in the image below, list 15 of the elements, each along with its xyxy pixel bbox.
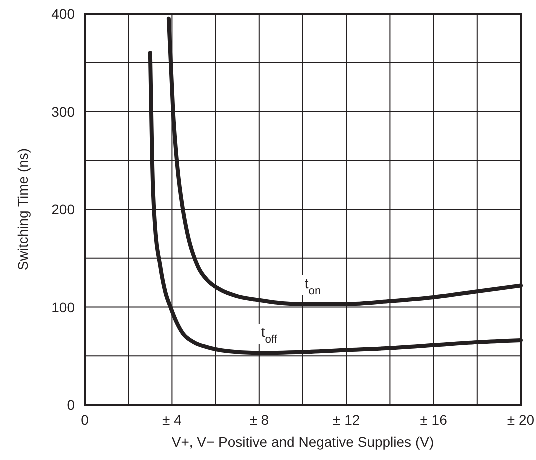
x-tick-label: ± 8 <box>250 412 270 428</box>
y-tick-label: 300 <box>52 104 76 120</box>
y-axis-title: Switching Time (ns) <box>15 148 31 271</box>
x-tick-label: ± 20 <box>507 412 535 428</box>
x-tick-label: 0 <box>81 412 90 428</box>
y-tick-label: 100 <box>52 299 76 316</box>
series-label: t$_{on}$ <box>304 275 322 298</box>
x-tick-label: ± 16 <box>420 412 448 428</box>
x-axis-title: V+, V− Positive and Negative Supplies (V) <box>172 434 434 450</box>
series-label: t$_{off}$ <box>261 324 278 346</box>
x-tick-label: ± 12 <box>333 412 360 428</box>
x-tick-label: ± 4 <box>162 412 182 428</box>
y-tick-label: 400 <box>52 6 76 22</box>
y-tick-label: 200 <box>52 202 76 218</box>
y-tick-label: 0 <box>67 397 76 413</box>
